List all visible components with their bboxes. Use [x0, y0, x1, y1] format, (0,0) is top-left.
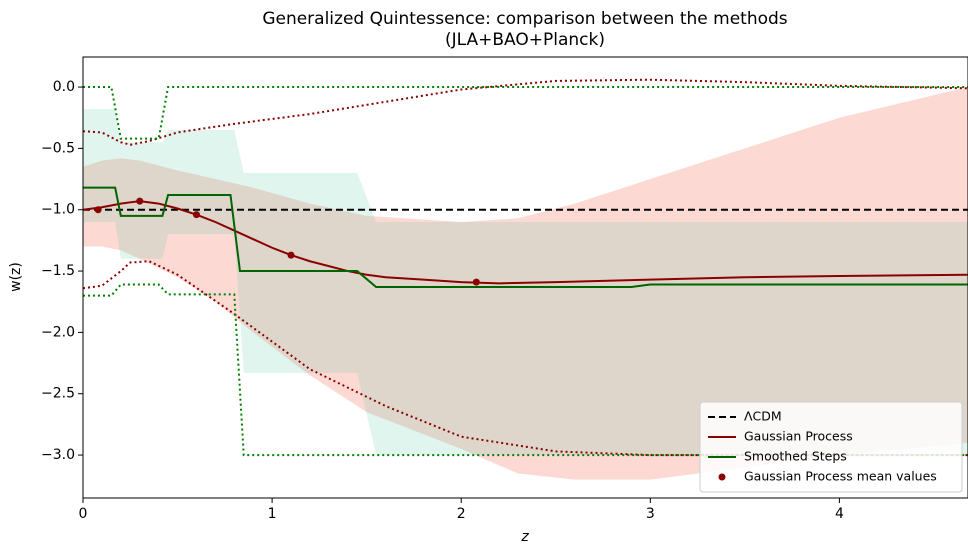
bound-line	[83, 86, 968, 140]
chart-subtitle: (JLA+BAO+Planck)	[445, 30, 605, 50]
y-tick-label: −1.0	[41, 202, 75, 218]
y-axis-label: w(z)	[8, 262, 24, 292]
plot-frame	[82, 56, 968, 499]
x-tick-label: 3	[646, 506, 655, 522]
series-line	[83, 200, 968, 285]
y-tick-label: −3.0	[41, 447, 75, 463]
mean-point	[472, 278, 480, 286]
y-tick-label: −1.5	[41, 263, 75, 279]
x-axis-label: z	[520, 529, 529, 545]
mean-point	[136, 197, 144, 205]
plot	[83, 78, 968, 480]
x-tick-label: 1	[268, 506, 277, 522]
legend-label: Smoothed Steps	[744, 449, 847, 464]
legend-swatch	[718, 473, 726, 481]
y-tick-label: −0.5	[41, 140, 75, 156]
x-tick-label: 4	[835, 506, 844, 522]
legend-label: Gaussian Process mean values	[744, 469, 937, 484]
mean-point	[192, 211, 200, 219]
legend-label: Gaussian Process	[744, 429, 853, 444]
x-tick-label: 2	[457, 506, 466, 522]
legend-label: ΛCDM	[744, 409, 782, 424]
bound-line	[83, 283, 968, 457]
y-tick-label: −2.5	[41, 386, 75, 402]
mean-point	[94, 206, 102, 214]
chart-title: Generalized Quintessence: comparison bet…	[262, 9, 787, 29]
x-tick-label: 0	[79, 506, 88, 522]
y-tick-label: 0.0	[53, 79, 75, 95]
series-line	[83, 186, 968, 289]
mean-point	[287, 251, 295, 259]
y-tick-label: −2.0	[41, 324, 75, 340]
legend-box	[699, 401, 963, 493]
